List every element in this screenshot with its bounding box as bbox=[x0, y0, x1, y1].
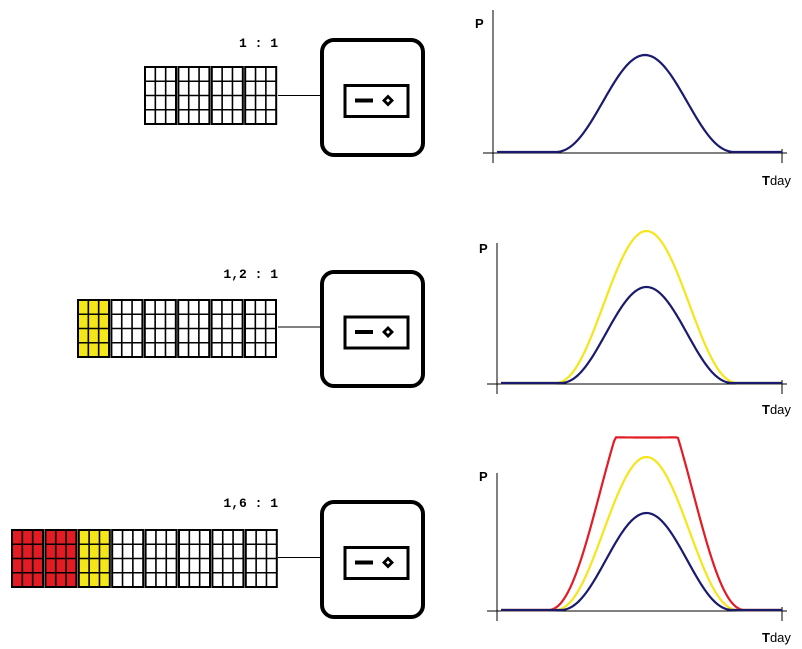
pv-module bbox=[79, 530, 110, 587]
x-axis-label: Tday bbox=[762, 630, 791, 645]
power-curve bbox=[497, 55, 782, 152]
pv-module bbox=[179, 530, 210, 587]
ratio-label: 1,6 : 1 bbox=[223, 496, 278, 511]
pv-module bbox=[178, 300, 209, 357]
x-axis-label: Tday bbox=[762, 173, 791, 188]
x-axis-label-bold: T bbox=[762, 173, 770, 188]
x-axis-label-rest: day bbox=[770, 630, 791, 645]
inverter-display bbox=[345, 317, 408, 348]
dc-symbol bbox=[355, 99, 373, 103]
pv-module bbox=[111, 300, 142, 357]
power-curve bbox=[501, 231, 782, 383]
pv-module bbox=[78, 300, 109, 357]
ratio-label: 1 : 1 bbox=[239, 36, 278, 51]
x-axis-label-bold: T bbox=[762, 630, 770, 645]
page: 1 : 1PTday1,2 : 1PTday1,6 : 1PTday (() =… bbox=[0, 0, 802, 649]
diagram: 1 : 1 P Tday 1,2 : 1 P Tday 1,6 : 1 P Tday bbox=[0, 0, 802, 649]
inverter-display bbox=[345, 86, 408, 117]
x-axis-label-rest: day bbox=[770, 402, 791, 417]
pv-module bbox=[246, 530, 277, 587]
power-curve bbox=[501, 513, 782, 610]
pv-module bbox=[212, 530, 243, 587]
dc-symbol bbox=[355, 561, 373, 565]
y-axis-label: P bbox=[479, 469, 488, 484]
pv-module bbox=[112, 530, 143, 587]
x-axis-label-rest: day bbox=[770, 173, 791, 188]
pv-module bbox=[178, 67, 209, 124]
power-curve bbox=[501, 287, 782, 383]
inverter-display bbox=[345, 548, 408, 579]
pv-module bbox=[12, 530, 43, 587]
pv-module bbox=[212, 300, 243, 357]
ratio-label: 1,2 : 1 bbox=[223, 267, 278, 282]
pv-module bbox=[146, 530, 177, 587]
pv-module bbox=[145, 300, 176, 357]
pv-module bbox=[145, 67, 176, 124]
y-axis-label: P bbox=[475, 16, 484, 31]
y-axis-label: P bbox=[479, 241, 488, 256]
power-curve bbox=[501, 437, 782, 610]
pv-module bbox=[212, 67, 243, 124]
x-axis-label-bold: T bbox=[762, 402, 770, 417]
power-curve bbox=[501, 457, 782, 610]
pv-module bbox=[245, 67, 276, 124]
x-axis-label: Tday bbox=[762, 402, 791, 417]
pv-module bbox=[45, 530, 76, 587]
pv-module bbox=[245, 300, 276, 357]
dc-symbol bbox=[355, 330, 373, 334]
